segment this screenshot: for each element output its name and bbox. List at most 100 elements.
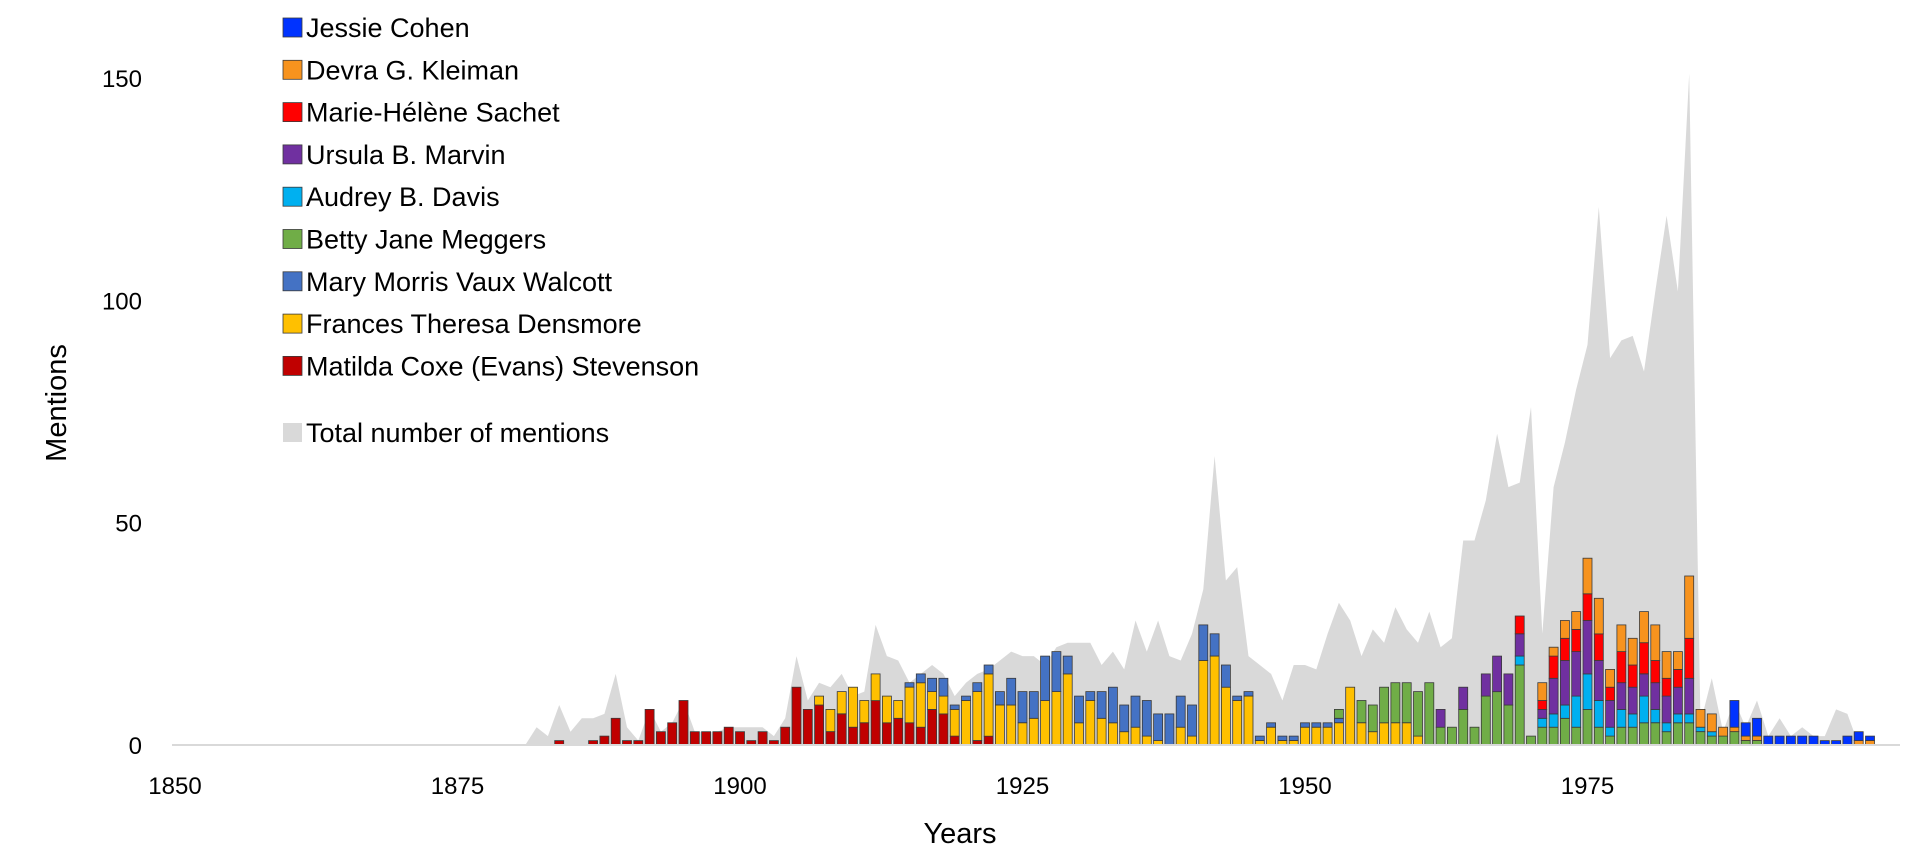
bar-betty-jane-meggers-1979 [1627, 726, 1638, 746]
bar-ursula-b-marvin-1972 [1548, 677, 1559, 715]
bar-frances-theresa-densmore-1921 [972, 691, 983, 741]
bar-frances-theresa-densmore-1929 [1062, 673, 1073, 746]
bar-marie-h-l-ne-sachet-1980 [1639, 642, 1649, 675]
bar-jessie-cohen-1989 [1740, 722, 1751, 737]
bar-audrey-b-davis-1982 [1661, 722, 1672, 733]
bar-frances-theresa-densmore-1931 [1085, 700, 1096, 746]
bar-ursula-b-marvin-1968 [1503, 673, 1514, 706]
bar-frances-theresa-densmore-1928 [1051, 691, 1062, 746]
legend-swatch-3 [282, 144, 303, 165]
bar-matilda-coxe-evans-stevenson-1919 [949, 735, 960, 746]
bar-matilda-coxe-evans-stevenson-1889 [610, 717, 621, 746]
bar-mary-morris-vaux-walcott-1916 [915, 673, 926, 684]
bar-audrey-b-davis-1973 [1560, 704, 1570, 719]
legend-swatch-7 [282, 313, 303, 334]
bar-devra-g-kleiman-1980 [1639, 611, 1649, 644]
bar-marie-h-l-ne-sachet-1983 [1673, 669, 1683, 688]
x-tick-1875: 1875 [431, 773, 484, 800]
bar-betty-jane-meggers-1981 [1650, 722, 1661, 746]
bar-mary-morris-vaux-walcott-1930 [1074, 695, 1084, 724]
bar-mary-morris-vaux-walcott-1936 [1141, 700, 1152, 737]
bar-matilda-coxe-evans-stevenson-1899 [723, 726, 734, 746]
bar-mary-morris-vaux-walcott-1948 [1277, 735, 1288, 741]
bar-matilda-coxe-evans-stevenson-1910 [848, 726, 858, 746]
bar-devra-g-kleiman-1985 [1695, 709, 1706, 728]
y-tick-50: 50 [115, 511, 142, 538]
bar-frances-theresa-densmore-1918 [938, 695, 949, 715]
legend-swatch-total [283, 423, 302, 442]
bar-marie-h-l-ne-sachet-1976 [1593, 633, 1604, 661]
bar-frances-theresa-densmore-1943 [1221, 686, 1231, 746]
bar-mary-morris-vaux-walcott-1947 [1266, 722, 1276, 728]
bar-ursula-b-marvin-1969 [1514, 633, 1525, 657]
bar-betty-jane-meggers-1976 [1593, 726, 1604, 746]
bar-frances-theresa-densmore-1913 [882, 695, 892, 724]
bar-frances-theresa-densmore-1930 [1074, 722, 1084, 746]
bar-frances-theresa-densmore-1940 [1187, 735, 1197, 746]
bar-betty-jane-meggers-1960 [1413, 691, 1423, 737]
bar-devra-g-kleiman-1977 [1605, 669, 1615, 688]
bar-frances-theresa-densmore-1934 [1119, 731, 1130, 746]
bar-devra-g-kleiman-1981 [1650, 624, 1661, 661]
bar-frances-theresa-densmore-1958 [1390, 722, 1401, 746]
bar-betty-jane-meggers-1973 [1560, 717, 1570, 746]
y-tick-labels: 0 50 100 150 [102, 66, 142, 760]
bar-betty-jane-meggers-1953 [1334, 709, 1344, 719]
bar-jessie-cohen-1991 [1763, 735, 1774, 746]
bar-ursula-b-marvin-1980 [1639, 673, 1649, 697]
bar-frances-theresa-densmore-1944 [1232, 700, 1243, 746]
bar-betty-jane-meggers-1967 [1492, 691, 1502, 746]
bar-ursula-b-marvin-1976 [1593, 660, 1604, 701]
bar-frances-theresa-densmore-1941 [1198, 660, 1209, 746]
bar-audrey-b-davis-1985 [1695, 726, 1706, 733]
bar-frances-theresa-densmore-1935 [1130, 726, 1141, 746]
bar-jessie-cohen-1988 [1729, 700, 1740, 728]
bar-mary-morris-vaux-walcott-1920 [961, 695, 971, 701]
legend-swatch-0 [282, 17, 303, 38]
bar-frances-theresa-densmore-1942 [1209, 655, 1220, 746]
bar-betty-jane-meggers-1982 [1661, 731, 1672, 746]
bar-frances-theresa-densmore-1956 [1367, 731, 1378, 746]
bar-frances-theresa-densmore-1936 [1141, 735, 1152, 746]
bar-audrey-b-davis-1969 [1514, 655, 1525, 666]
bar-jessie-cohen-1992 [1774, 735, 1785, 746]
bar-marie-h-l-ne-sachet-1975 [1582, 593, 1593, 621]
bar-audrey-b-davis-1984 [1684, 713, 1695, 724]
bar-ursula-b-marvin-1966 [1480, 673, 1491, 697]
bar-devra-g-kleiman-1974 [1571, 611, 1582, 630]
bar-marie-h-l-ne-sachet-1969 [1514, 615, 1525, 635]
bar-matilda-coxe-evans-stevenson-1912 [870, 700, 881, 746]
bar-frances-theresa-densmore-1916 [915, 682, 926, 728]
legend-label-4: Audrey B. Davis [306, 182, 500, 212]
bar-jessie-cohen-1990 [1752, 717, 1762, 737]
bar-ursula-b-marvin-1983 [1673, 686, 1683, 715]
bar-matilda-coxe-evans-stevenson-1894 [667, 722, 678, 746]
bar-marie-h-l-ne-sachet-1982 [1661, 677, 1672, 697]
bar-betty-jane-meggers-1965 [1469, 726, 1480, 746]
legend-swatch-5 [282, 229, 303, 249]
bar-audrey-b-davis-1986 [1706, 731, 1717, 737]
bar-audrey-b-davis-1979 [1627, 713, 1638, 728]
bar-mary-morris-vaux-walcott-1932 [1096, 691, 1107, 719]
bar-mary-morris-vaux-walcott-1938 [1164, 713, 1175, 746]
total-mentions-area [525, 73, 1859, 746]
legend-label-0: Jessie Cohen [306, 13, 470, 43]
bar-matilda-coxe-evans-stevenson-1914 [893, 717, 904, 746]
bar-matilda-coxe-evans-stevenson-1908 [825, 731, 836, 746]
bar-mary-morris-vaux-walcott-1924 [1006, 677, 1017, 706]
bar-frances-theresa-densmore-1912 [870, 673, 881, 702]
y-tick-100: 100 [102, 288, 142, 315]
bar-betty-jane-meggers-1966 [1480, 695, 1491, 746]
bar-devra-g-kleiman-1976 [1593, 597, 1604, 635]
bar-betty-jane-meggers-1957 [1379, 686, 1389, 724]
bar-frances-theresa-densmore-1955 [1356, 722, 1367, 746]
bar-matilda-coxe-evans-stevenson-1911 [859, 722, 870, 746]
bar-matilda-coxe-evans-stevenson-1902 [757, 731, 768, 746]
bar-matilda-coxe-evans-stevenson-1918 [938, 713, 949, 746]
bar-betty-jane-meggers-1970 [1526, 735, 1536, 746]
bar-frances-theresa-densmore-1932 [1096, 717, 1107, 746]
bar-devra-g-kleiman-1982 [1661, 651, 1672, 679]
bar-audrey-b-davis-1980 [1639, 695, 1649, 724]
bar-marie-h-l-ne-sachet-1974 [1571, 629, 1582, 653]
bar-audrey-b-davis-1974 [1571, 695, 1582, 728]
